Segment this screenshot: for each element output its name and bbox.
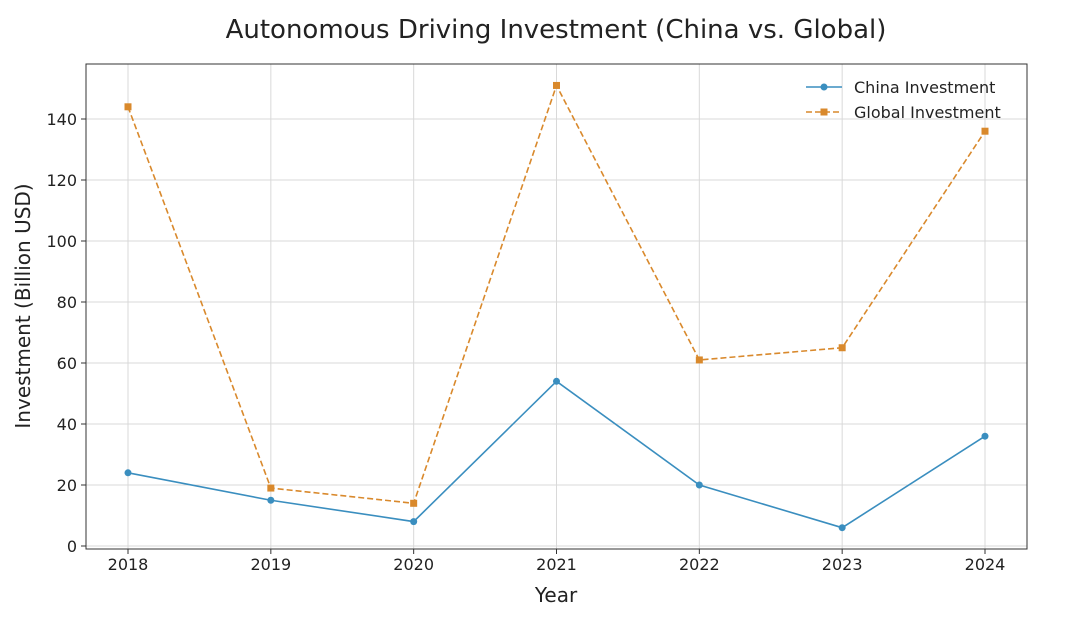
data-point-marker <box>267 496 275 504</box>
y-tick-label: 80 <box>57 293 77 312</box>
data-point-marker <box>553 81 560 89</box>
y-tick-label: 120 <box>46 171 77 190</box>
x-axis-label: Year <box>534 583 578 607</box>
y-tick-label: 40 <box>57 415 77 434</box>
data-point-marker <box>124 469 132 477</box>
y-tick-label: 0 <box>67 537 77 556</box>
series-china-investment <box>124 377 989 532</box>
y-axis-label: Investment (Billion USD) <box>11 183 35 428</box>
data-point-marker <box>695 356 703 364</box>
legend-label: Global Investment <box>854 103 1001 122</box>
x-tick-label: 2023 <box>822 555 863 574</box>
x-tick-label: 2024 <box>965 555 1006 574</box>
data-point-marker <box>838 524 846 532</box>
y-tick-label: 100 <box>46 232 77 251</box>
data-point-marker <box>695 481 703 489</box>
legend-swatch-marker <box>820 83 828 91</box>
y-axis-ticks: 0 20 40 60 80 100 120 140 <box>46 110 86 556</box>
legend-item: China Investment <box>806 78 995 97</box>
legend: China Investment Global Investment <box>806 78 1001 122</box>
x-tick-label: 2020 <box>393 555 434 574</box>
x-tick-label: 2022 <box>679 555 720 574</box>
grid-lines <box>86 64 1027 549</box>
data-point-marker <box>838 344 846 352</box>
chart-title: Autonomous Driving Investment (China vs.… <box>226 15 887 45</box>
data-point-marker <box>124 103 132 111</box>
x-tick-label: 2021 <box>536 555 577 574</box>
series-global-investment <box>124 81 989 507</box>
data-point-marker <box>410 518 418 526</box>
legend-swatch-marker <box>820 108 828 116</box>
legend-item: Global Investment <box>806 103 1001 122</box>
data-point-marker <box>981 127 989 135</box>
data-point-marker <box>267 484 275 492</box>
x-tick-label: 2019 <box>250 555 291 574</box>
data-point-marker <box>410 499 418 507</box>
data-point-marker <box>553 377 560 385</box>
y-tick-label: 140 <box>46 110 77 129</box>
series-layer <box>124 81 989 532</box>
x-tick-label: 2018 <box>108 555 149 574</box>
x-axis-ticks: 2018 2019 2020 2021 2022 2023 2024 <box>108 549 1006 574</box>
data-point-marker <box>981 432 989 440</box>
y-tick-label: 60 <box>57 354 77 373</box>
legend-label: China Investment <box>854 78 995 97</box>
y-tick-label: 20 <box>57 476 77 495</box>
